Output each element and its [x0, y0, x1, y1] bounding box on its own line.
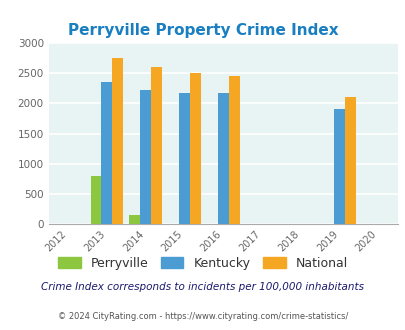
Bar	[151, 67, 162, 224]
Bar	[333, 110, 344, 224]
Bar	[140, 90, 151, 224]
Legend: Perryville, Kentucky, National: Perryville, Kentucky, National	[53, 252, 352, 275]
Text: Crime Index corresponds to incidents per 100,000 inhabitants: Crime Index corresponds to incidents per…	[41, 282, 364, 292]
Text: © 2024 CityRating.com - https://www.cityrating.com/crime-statistics/: © 2024 CityRating.com - https://www.city…	[58, 312, 347, 321]
Bar	[217, 93, 228, 224]
Bar	[101, 82, 112, 224]
Bar	[90, 176, 101, 224]
Text: Perryville Property Crime Index: Perryville Property Crime Index	[68, 23, 337, 38]
Bar	[190, 73, 200, 224]
Bar	[344, 97, 355, 224]
Bar	[129, 215, 140, 224]
Bar	[228, 76, 239, 224]
Bar	[179, 93, 190, 224]
Bar	[112, 58, 123, 224]
